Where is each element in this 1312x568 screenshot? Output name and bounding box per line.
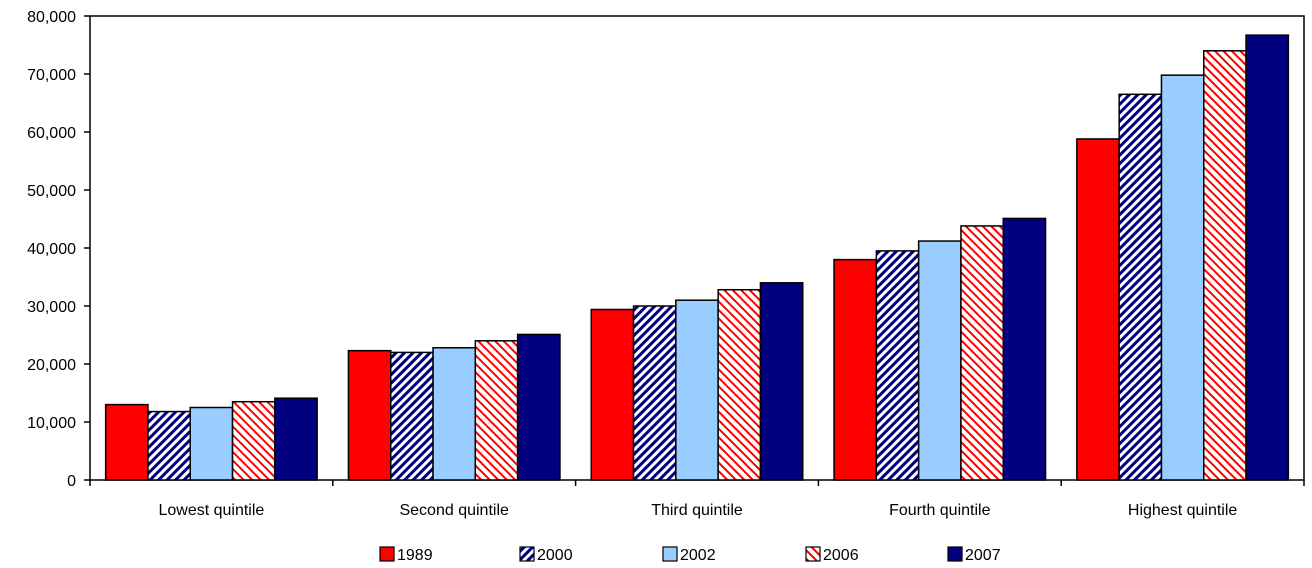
bar-2002-3 (917, 240, 962, 481)
bar-2007-3 (1002, 217, 1047, 481)
legend-label-2002: 2002 (680, 547, 716, 564)
bar-2007-0 (274, 397, 318, 481)
bar-2006-4 (1203, 50, 1247, 481)
y-tick-label: 30,000 (27, 299, 76, 316)
bar-2007-1 (516, 333, 561, 481)
bar-2006-0 (231, 400, 276, 481)
bar-1989-0 (104, 403, 149, 481)
bar-2002-4 (1160, 74, 1205, 481)
x-tick-label: Fourth quintile (889, 502, 990, 519)
y-tick-label: 50,000 (27, 183, 76, 200)
bar-2006-3 (960, 225, 1005, 481)
bar-2006-2 (717, 289, 762, 481)
bar-1989-1 (347, 349, 392, 481)
legend-label-2007: 2007 (965, 547, 1001, 564)
legend-swatch-2000 (519, 546, 535, 562)
x-tick-label: Third quintile (651, 502, 743, 519)
bar-2002-2 (675, 299, 719, 481)
axes: Lowest quintile Second quintile Third quin… (27, 9, 1305, 519)
bar-1989-4 (1076, 138, 1120, 481)
y-tick-label: 60,000 (27, 125, 76, 142)
bar-2000-1 (390, 351, 434, 481)
y-tick-label: 80,000 (27, 9, 76, 26)
x-tick-label: Lowest quintile (158, 502, 264, 519)
y-tick-label: 20,000 (27, 357, 76, 374)
x-tick-label: Second quintile (399, 502, 509, 519)
bars (104, 34, 1290, 481)
bar-2007-2 (759, 282, 804, 481)
y-tick-label: 40,000 (27, 241, 76, 258)
legend-swatch-2006 (805, 546, 821, 562)
y-tick-label: 10,000 (27, 415, 76, 432)
legend-label-2006: 2006 (823, 547, 859, 564)
legend-label-1989: 1989 (397, 547, 433, 564)
bar-2002-1 (432, 347, 477, 481)
y-tick-label: 0 (67, 473, 76, 490)
bar-2000-2 (632, 305, 677, 481)
bar-2000-4 (1118, 93, 1163, 481)
bar-1989-2 (590, 308, 635, 481)
y-tick-label: 70,000 (27, 67, 76, 84)
bar-2002-0 (189, 406, 234, 481)
legend-swatch-2007 (947, 546, 963, 562)
legend-swatch-1989 (379, 546, 395, 562)
bar-2007-4 (1245, 34, 1290, 481)
legend-label-2000: 2000 (537, 547, 573, 564)
bar-2000-3 (875, 250, 920, 481)
bar-1989-3 (833, 258, 878, 481)
legend: 1989 2000 2002 2006 2007 (379, 546, 1001, 564)
bar-2000-0 (147, 410, 191, 481)
legend-swatch-2002 (662, 546, 678, 562)
bar-2006-1 (474, 340, 519, 481)
x-tick-label: Highest quintile (1128, 502, 1238, 519)
